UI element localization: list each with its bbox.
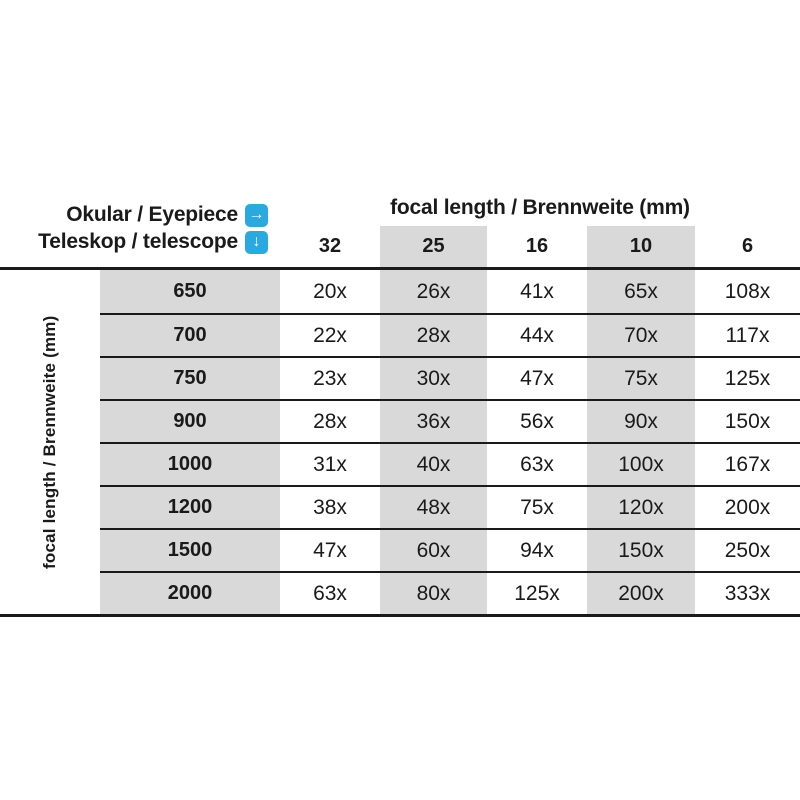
eyepiece-column-header-32: 32 bbox=[318, 235, 342, 257]
magnification-cell: 75x bbox=[520, 495, 554, 519]
telescope-focal-length: 1200 bbox=[100, 487, 280, 528]
magnification-cell: 108x bbox=[724, 279, 771, 303]
telescope-focal-length: 1500 bbox=[100, 530, 280, 571]
magnification-cell: 117x bbox=[725, 323, 770, 347]
magnification-cell: 120x bbox=[587, 487, 695, 528]
eyepiece-column-header-25: 25 bbox=[380, 226, 487, 267]
table-row: 1000 31x 40x 63x 100x 167x bbox=[100, 442, 800, 485]
magnification-cell: 80x bbox=[380, 573, 487, 614]
telescope-legend-label: Teleskop / telescope bbox=[38, 230, 238, 253]
magnification-cell: 41x bbox=[520, 279, 554, 303]
telescope-axis-title: focal length / Brennweite (mm) bbox=[40, 315, 59, 569]
magnification-cell: 200x bbox=[724, 495, 771, 519]
eyepiece-legend-line: Okular / Eyepiece → bbox=[66, 203, 268, 227]
magnification-cell: 28x bbox=[313, 409, 347, 433]
magnification-cell: 28x bbox=[380, 315, 487, 356]
eyepiece-column-header-6: 6 bbox=[741, 235, 754, 257]
eyepiece-legend-label: Okular / Eyepiece bbox=[66, 203, 238, 226]
magnification-cell: 150x bbox=[724, 409, 771, 433]
table-row: 650 20x 26x 41x 65x 108x bbox=[100, 270, 800, 313]
table-row: 700 22x 28x 44x 70x 117x bbox=[100, 313, 800, 356]
magnification-table: Okular / Eyepiece → Teleskop / telescope… bbox=[0, 190, 800, 617]
telescope-focal-length: 1000 bbox=[100, 444, 280, 485]
magnification-cell: 31x bbox=[313, 452, 347, 476]
telescope-focal-length: 750 bbox=[100, 358, 280, 399]
axis-corner-legend: Okular / Eyepiece → Teleskop / telescope… bbox=[0, 190, 280, 267]
magnification-cell: 333x bbox=[724, 581, 771, 605]
magnification-cell: 47x bbox=[520, 366, 554, 390]
magnification-cell: 26x bbox=[380, 270, 487, 313]
magnification-cell: 125x bbox=[514, 581, 560, 605]
magnification-cell: 167x bbox=[724, 452, 771, 476]
magnification-cell: 150x bbox=[587, 530, 695, 571]
magnification-cell: 63x bbox=[520, 452, 554, 476]
table-row: 900 28x 36x 56x 90x 150x bbox=[100, 399, 800, 442]
down-arrow-icon: ↓ bbox=[245, 230, 268, 254]
magnification-cell: 22x bbox=[313, 323, 347, 347]
table-row: 1500 47x 60x 94x 150x 250x bbox=[100, 528, 800, 571]
magnification-cell: 94x bbox=[520, 538, 554, 562]
magnification-cell: 44x bbox=[520, 323, 554, 347]
magnification-cell: 100x bbox=[587, 444, 695, 485]
magnification-cell: 60x bbox=[380, 530, 487, 571]
magnification-cell: 20x bbox=[313, 279, 347, 303]
table-body: focal length / Brennweite (mm) 650 20x 2… bbox=[0, 267, 800, 617]
right-arrow-icon: → bbox=[245, 203, 268, 227]
magnification-cell: 65x bbox=[587, 270, 695, 313]
eyepiece-column-header-16: 16 bbox=[525, 235, 549, 257]
magnification-cell: 200x bbox=[587, 573, 695, 614]
magnification-cell: 36x bbox=[380, 401, 487, 442]
magnification-cell: 56x bbox=[520, 409, 554, 433]
table-row: 1200 38x 48x 75x 120x 200x bbox=[100, 485, 800, 528]
magnification-cell: 63x bbox=[313, 581, 347, 605]
magnification-cell: 40x bbox=[380, 444, 487, 485]
telescope-legend-line: Teleskop / telescope ↓ bbox=[38, 230, 268, 254]
table-row: 2000 63x 80x 125x 200x 333x bbox=[100, 571, 800, 614]
magnification-cell: 38x bbox=[313, 495, 347, 519]
table-rows: 650 20x 26x 41x 65x 108x 700 22x 28x 44x… bbox=[100, 270, 800, 614]
telescope-focal-length: 2000 bbox=[100, 573, 280, 614]
eyepiece-axis-title: focal length / Brennweite (mm) bbox=[390, 196, 690, 219]
telescope-focal-length: 650 bbox=[100, 270, 280, 313]
telescope-focal-length: 700 bbox=[100, 315, 280, 356]
magnification-cell: 70x bbox=[587, 315, 695, 356]
telescope-focal-length: 900 bbox=[100, 401, 280, 442]
magnification-cell: 23x bbox=[313, 366, 347, 390]
magnification-cell: 75x bbox=[587, 358, 695, 399]
magnification-cell: 30x bbox=[380, 358, 487, 399]
magnification-cell: 48x bbox=[380, 487, 487, 528]
table-row: 750 23x 30x 47x 75x 125x bbox=[100, 356, 800, 399]
magnification-cell: 250x bbox=[724, 538, 771, 562]
magnification-cell: 90x bbox=[587, 401, 695, 442]
table-header: Okular / Eyepiece → Teleskop / telescope… bbox=[0, 190, 800, 267]
magnification-cell: 125x bbox=[724, 366, 771, 390]
magnification-cell: 47x bbox=[313, 538, 347, 562]
eyepiece-column-header-10: 10 bbox=[587, 226, 695, 267]
